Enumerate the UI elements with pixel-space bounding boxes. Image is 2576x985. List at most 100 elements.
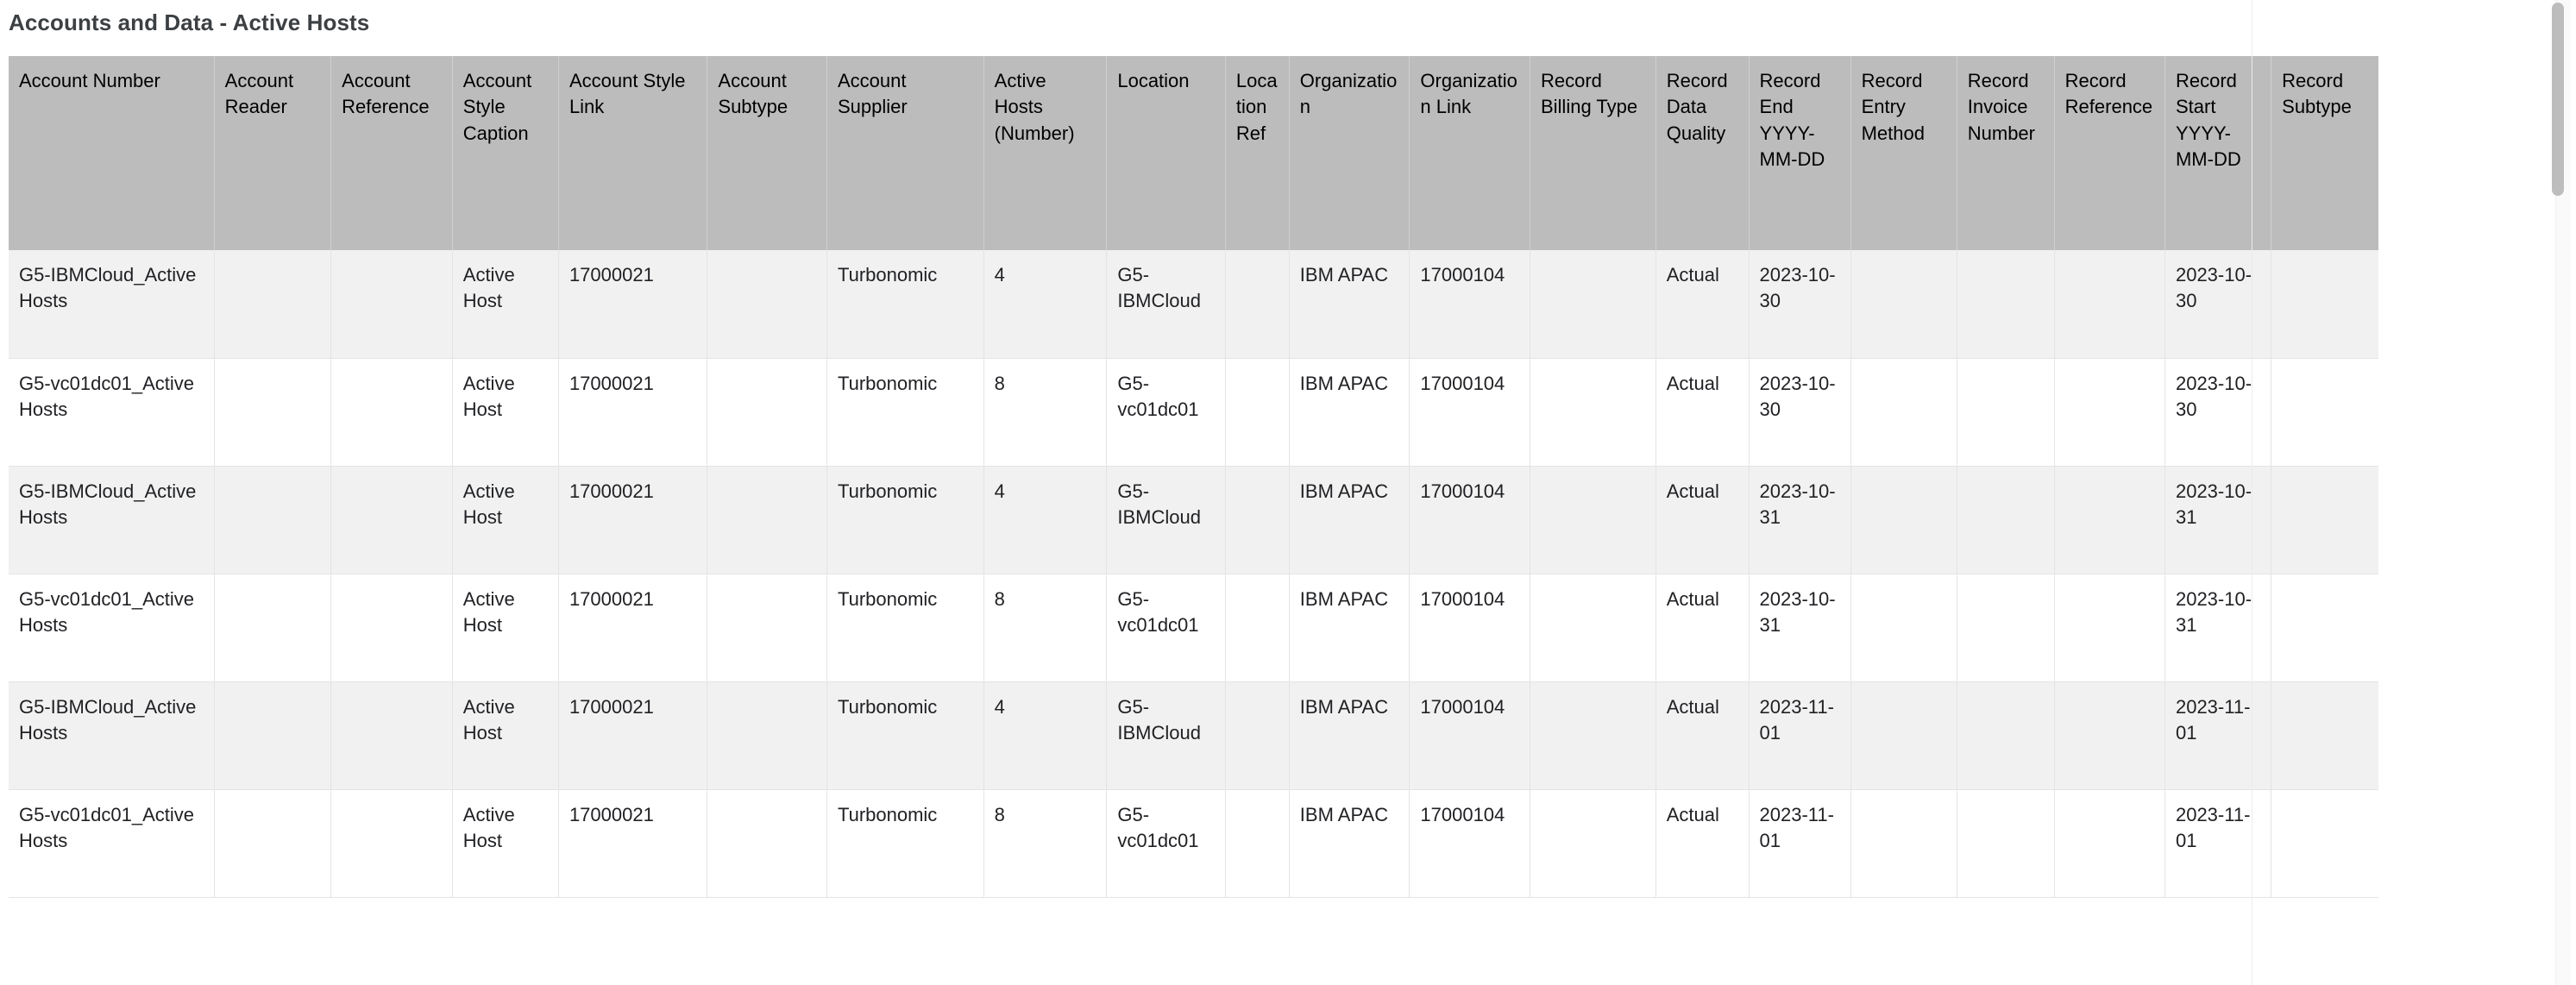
table-cell (2054, 466, 2165, 574)
table-cell (1225, 574, 1290, 682)
table-cell: IBM APAC (1289, 574, 1411, 682)
table-cell (1530, 466, 1656, 574)
table-cell (214, 789, 332, 898)
table-cell: 17000104 (1409, 574, 1530, 682)
table-cell: 8 (983, 574, 1108, 682)
column-header[interactable]: Account Number (9, 56, 215, 250)
table-cell (707, 466, 827, 574)
table-cell (214, 574, 332, 682)
table-cell (1530, 250, 1656, 359)
column-header[interactable]: Record Entry Method (1850, 56, 1957, 250)
table-cell: Active Host (452, 358, 559, 467)
column-header[interactable]: Account Supplier (826, 56, 984, 250)
table-cell (1530, 681, 1656, 790)
table-cell (330, 681, 453, 790)
column-header[interactable]: Record Start YYYY-MM-DD (2164, 56, 2272, 250)
table-row[interactable]: G5-vc01dc01_Active Hosts Active Host 17000… (9, 358, 2378, 467)
column-header[interactable]: Account Style Link (558, 56, 708, 250)
vertical-scrollbar-track[interactable] (2552, 0, 2571, 985)
table-cell (1850, 574, 1957, 682)
table-cell (214, 466, 332, 574)
column-header[interactable]: Account Subtype (707, 56, 827, 250)
table-cell: 2023-11-01 (1749, 681, 1851, 790)
table-row[interactable]: G5-IBMCloud_Active Hosts Active Host 17000… (9, 250, 2378, 359)
column-header[interactable]: Record Subtype (2271, 56, 2378, 250)
column-header[interactable]: Location (1106, 56, 1226, 250)
table-row[interactable]: G5-IBMCloud_Active Hosts Active Host 17000… (9, 681, 2378, 790)
table-cell: IBM APAC (1289, 358, 1411, 467)
table-cell: Turbonomic (826, 681, 984, 790)
column-header[interactable]: Account Reference (330, 56, 453, 250)
table-cell (1225, 789, 1290, 898)
table-cell: 2023-10-30 (2164, 358, 2272, 467)
table-row[interactable]: G5-IBMCloud_Active Hosts Active Host 17000… (9, 466, 2378, 574)
table-cell: Active Host (452, 466, 559, 574)
table-header: Account Number Account Reader Account Refe… (9, 56, 2378, 250)
table-cell: 17000021 (558, 574, 708, 682)
table-cell: 2023-11-01 (2164, 681, 2272, 790)
table-cell (707, 681, 827, 790)
table-cell: 17000104 (1409, 358, 1530, 467)
table-cell: 2023-10-30 (1749, 358, 1851, 467)
table-cell (1225, 466, 1290, 574)
table-cell: G5-vc01dc01_Active Hosts (9, 574, 215, 682)
table-cell (2271, 681, 2378, 790)
table-cell: IBM APAC (1289, 681, 1411, 790)
table-cell: IBM APAC (1289, 466, 1411, 574)
column-header[interactable]: Organization (1289, 56, 1411, 250)
table-cell: 17000104 (1409, 466, 1530, 574)
table-cell (2271, 574, 2378, 682)
column-header[interactable]: Record End YYYY-MM-DD (1749, 56, 1851, 250)
table-cell: 17000021 (558, 250, 708, 359)
table-cell: Actual (1656, 250, 1750, 359)
column-header[interactable]: Location Ref (1225, 56, 1290, 250)
table-cell: 4 (983, 250, 1108, 359)
table-row[interactable]: G5-vc01dc01_Active Hosts Active Host 17000… (9, 789, 2378, 898)
table-cell: 4 (983, 466, 1108, 574)
table-cell (1225, 681, 1290, 790)
data-table-container: Account Number Account Reader Account Refe… (9, 56, 2378, 898)
vertical-scrollbar-thumb[interactable] (2552, 3, 2564, 196)
table-cell (330, 466, 453, 574)
table-cell (1957, 358, 2055, 467)
table-cell: Active Host (452, 789, 559, 898)
table-cell: 8 (983, 789, 1108, 898)
table-cell (2271, 789, 2378, 898)
table-row[interactable]: G5-vc01dc01_Active Hosts Active Host 17000… (9, 574, 2378, 682)
table-cell (707, 250, 827, 359)
accounts-active-hosts-table: Account Number Account Reader Account Refe… (9, 56, 2378, 898)
table-cell: 8 (983, 358, 1108, 467)
table-cell: G5-IBMCloud (1106, 681, 1226, 790)
table-header-row: Account Number Account Reader Account Refe… (9, 56, 2378, 250)
table-cell (2054, 574, 2165, 682)
table-cell: Active Host (452, 574, 559, 682)
table-cell (214, 681, 332, 790)
page-title: Accounts and Data - Active Hosts (9, 9, 370, 35)
table-cell: G5-IBMCloud_Active Hosts (9, 466, 215, 574)
table-cell: 17000104 (1409, 250, 1530, 359)
column-header[interactable]: Record Invoice Number (1957, 56, 2055, 250)
column-header[interactable]: Active Hosts (Number) (983, 56, 1108, 250)
table-cell (1957, 250, 2055, 359)
column-header[interactable]: Record Data Quality (1656, 56, 1750, 250)
table-cell (707, 358, 827, 467)
table-cell (2054, 681, 2165, 790)
table-cell: 4 (983, 681, 1108, 790)
table-cell: G5-IBMCloud_Active Hosts (9, 250, 215, 359)
column-header[interactable]: Account Reader (214, 56, 332, 250)
table-cell (1957, 789, 2055, 898)
table-cell: 2023-11-01 (1749, 789, 1851, 898)
table-cell: G5-vc01dc01 (1106, 574, 1226, 682)
column-header[interactable]: Record Reference (2054, 56, 2165, 250)
column-header[interactable]: Account Style Caption (452, 56, 559, 250)
table-cell (707, 789, 827, 898)
column-header[interactable]: Record Billing Type (1530, 56, 1656, 250)
table-cell: 17000021 (558, 681, 708, 790)
table-cell: 2023-10-31 (1749, 466, 1851, 574)
table-cell: G5-vc01dc01 (1106, 358, 1226, 467)
table-cell: 2023-10-30 (1749, 250, 1851, 359)
table-cell (1850, 466, 1957, 574)
table-cell (2271, 358, 2378, 467)
column-header[interactable]: Organization Link (1409, 56, 1530, 250)
